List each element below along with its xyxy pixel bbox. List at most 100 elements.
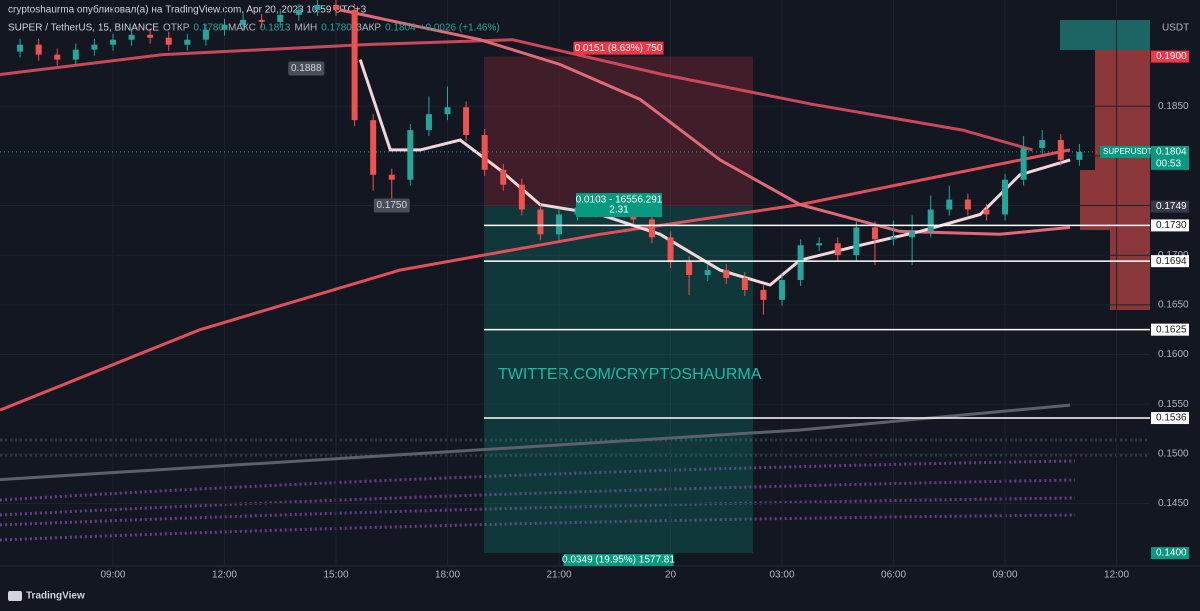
- candle-body: [277, 14, 284, 22]
- axis-price-box: [1151, 50, 1189, 63]
- candle-body: [816, 243, 823, 246]
- stop-zone: [483, 56, 754, 207]
- candle-body: [927, 209, 934, 232]
- candle-body: [72, 49, 79, 60]
- header-item: 0.1804: [385, 23, 416, 34]
- header-item: +0.0026 (+1.46%): [420, 23, 500, 34]
- candle-body: [351, 9, 358, 121]
- candle-body: [463, 107, 470, 136]
- profile-block: [1060, 20, 1150, 50]
- x-tick-label: 03:00: [770, 570, 795, 581]
- candle-body: [370, 120, 377, 175]
- header-item: МИН: [295, 23, 318, 34]
- level-label-bg: [1151, 255, 1189, 268]
- header-item: 0.1813: [260, 23, 291, 34]
- y-tick-label: 0.1650: [1158, 299, 1189, 310]
- x-tick-label: 20: [665, 570, 677, 581]
- candle-body: [333, 4, 340, 10]
- last-price-box: [1151, 145, 1189, 170]
- moving-average: [358, 59, 1071, 287]
- target-label-bg: [563, 554, 674, 566]
- profile-block: [1080, 170, 1150, 230]
- candle-body: [871, 227, 878, 240]
- price-note-bg: [288, 61, 325, 76]
- candle-body: [165, 37, 172, 45]
- currency: USDT: [1162, 23, 1189, 34]
- y-tick-label: 0.1850: [1158, 101, 1189, 112]
- candle-body: [909, 231, 916, 238]
- candle-body: [147, 34, 154, 38]
- candle-body: [556, 214, 563, 235]
- candle-body: [258, 19, 265, 22]
- candle-body: [518, 184, 525, 210]
- candle-body: [1057, 140, 1064, 160]
- candle-body: [723, 270, 730, 279]
- candle-body: [221, 24, 228, 30]
- candle-body: [797, 245, 804, 281]
- header-item: 0.1780: [321, 23, 352, 34]
- x-tick-label: 06:00: [881, 570, 906, 581]
- level-label-bg: [1151, 219, 1189, 232]
- candle-body: [853, 227, 860, 256]
- watermark: TWITTER.COM/CRYPTOSHAURMA: [498, 366, 762, 383]
- candle-body: [425, 114, 432, 131]
- candle-body: [444, 107, 451, 115]
- profile-block: [1110, 230, 1150, 310]
- candle-body: [946, 199, 953, 210]
- candle-body: [1020, 147, 1027, 180]
- x-tick-label: 09:00: [993, 570, 1018, 581]
- header-item: SUPER / TetherUS, 15, BINANCE: [8, 23, 159, 34]
- level-label-bg: [1151, 323, 1189, 336]
- price-note: 0.1750: [376, 200, 407, 211]
- moving-average: [0, 38, 1033, 152]
- last-price-label: 0.1804: [1156, 147, 1187, 158]
- candle-body: [741, 278, 748, 290]
- x-tick-label: 15:00: [323, 570, 348, 581]
- candle-body: [667, 237, 674, 263]
- indicator-dots: [0, 438, 1150, 542]
- x-tick-label: 09:00: [100, 570, 125, 581]
- header-item: МАКС: [228, 23, 256, 34]
- level-label: 0.1694: [1156, 256, 1187, 267]
- plot: [0, 0, 1150, 566]
- symbol-label: SUPERUSDT: [1103, 147, 1152, 156]
- price-axis: [1150, 0, 1200, 566]
- axis-price-label: 0.1749: [1156, 201, 1187, 212]
- candle-body: [407, 130, 414, 180]
- y-tick-label: 0.1500: [1158, 448, 1189, 459]
- header-item: ОТКР: [163, 23, 190, 34]
- footer-bar: [0, 586, 1200, 606]
- moving-average: [339, 8, 1071, 236]
- logo: [8, 591, 22, 601]
- candle-body: [1002, 179, 1009, 215]
- x-tick-label: 12:00: [1104, 570, 1129, 581]
- candle-body: [128, 34, 135, 40]
- candle-body: [1039, 140, 1046, 148]
- ratio-label: 2.31: [609, 205, 629, 216]
- candle-body: [760, 289, 767, 300]
- mid-label-bg: [576, 193, 662, 217]
- candle-body: [1076, 151, 1083, 160]
- level-label-bg: [1151, 412, 1189, 425]
- axis-price-box: [1151, 200, 1189, 213]
- candle-body: [202, 29, 209, 40]
- candle-body: [500, 169, 507, 185]
- candle-body: [388, 174, 395, 180]
- candle-body: [314, 4, 321, 10]
- axis-price-box: [1151, 547, 1189, 560]
- candle-body: [184, 39, 191, 45]
- candle-body: [983, 209, 990, 215]
- price-note: 0.1888: [291, 63, 322, 74]
- target-zone: [483, 206, 754, 554]
- candle-body: [964, 199, 971, 210]
- stop-label: 0.0151 (8.63%) 750: [575, 43, 663, 54]
- candle-body: [109, 39, 116, 45]
- level-label: 0.1536: [1156, 413, 1187, 424]
- moving-average: [0, 148, 1071, 412]
- axis-price-label: 0.1900: [1156, 51, 1187, 62]
- target-label: 0.0349 (19.95%) 1577.81: [562, 555, 675, 566]
- candle-body: [704, 270, 711, 276]
- y-tick-label: 0.1450: [1158, 498, 1189, 509]
- candle-body: [686, 262, 693, 276]
- candle-body: [834, 243, 841, 256]
